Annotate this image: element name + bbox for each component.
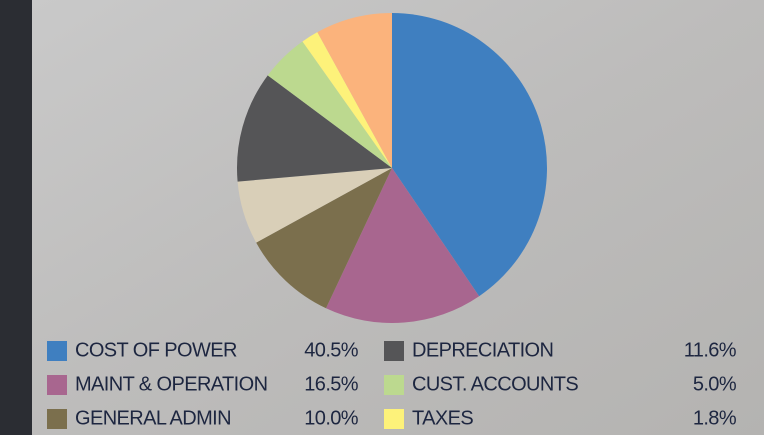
pie-slice [302,32,392,168]
legend-label: GENERAL ADMIN [75,407,231,429]
legend-label: COST OF POWER [75,339,237,361]
legend-label: TAXES [412,407,473,429]
legend-swatch [384,341,404,361]
pie-slice [236,75,392,182]
pie-slice [256,168,392,309]
legend-value: 5.0% [693,373,737,395]
pie-slice [326,168,480,323]
legend-swatch [384,375,404,395]
legend-value: 11.6% [684,339,737,361]
legend-value: 10.0% [304,407,359,429]
legend-value: 40.5% [304,339,359,361]
pie-slice [267,41,392,168]
legend-swatch [47,409,67,429]
legend-label: MAINT & OPERATION [75,373,267,395]
legend-label: DEPRECIATION [412,339,553,361]
legend-swatch [47,375,67,395]
pie-slice [392,13,547,297]
legend-swatch [47,341,67,361]
pie-slice [237,168,392,243]
legend-label: CUST. ACCOUNTS [412,373,578,395]
legend-value: 16.5% [304,373,359,395]
pie-slice [317,13,392,168]
legend-swatch [384,409,404,429]
legend-value: 1.8% [693,407,737,429]
